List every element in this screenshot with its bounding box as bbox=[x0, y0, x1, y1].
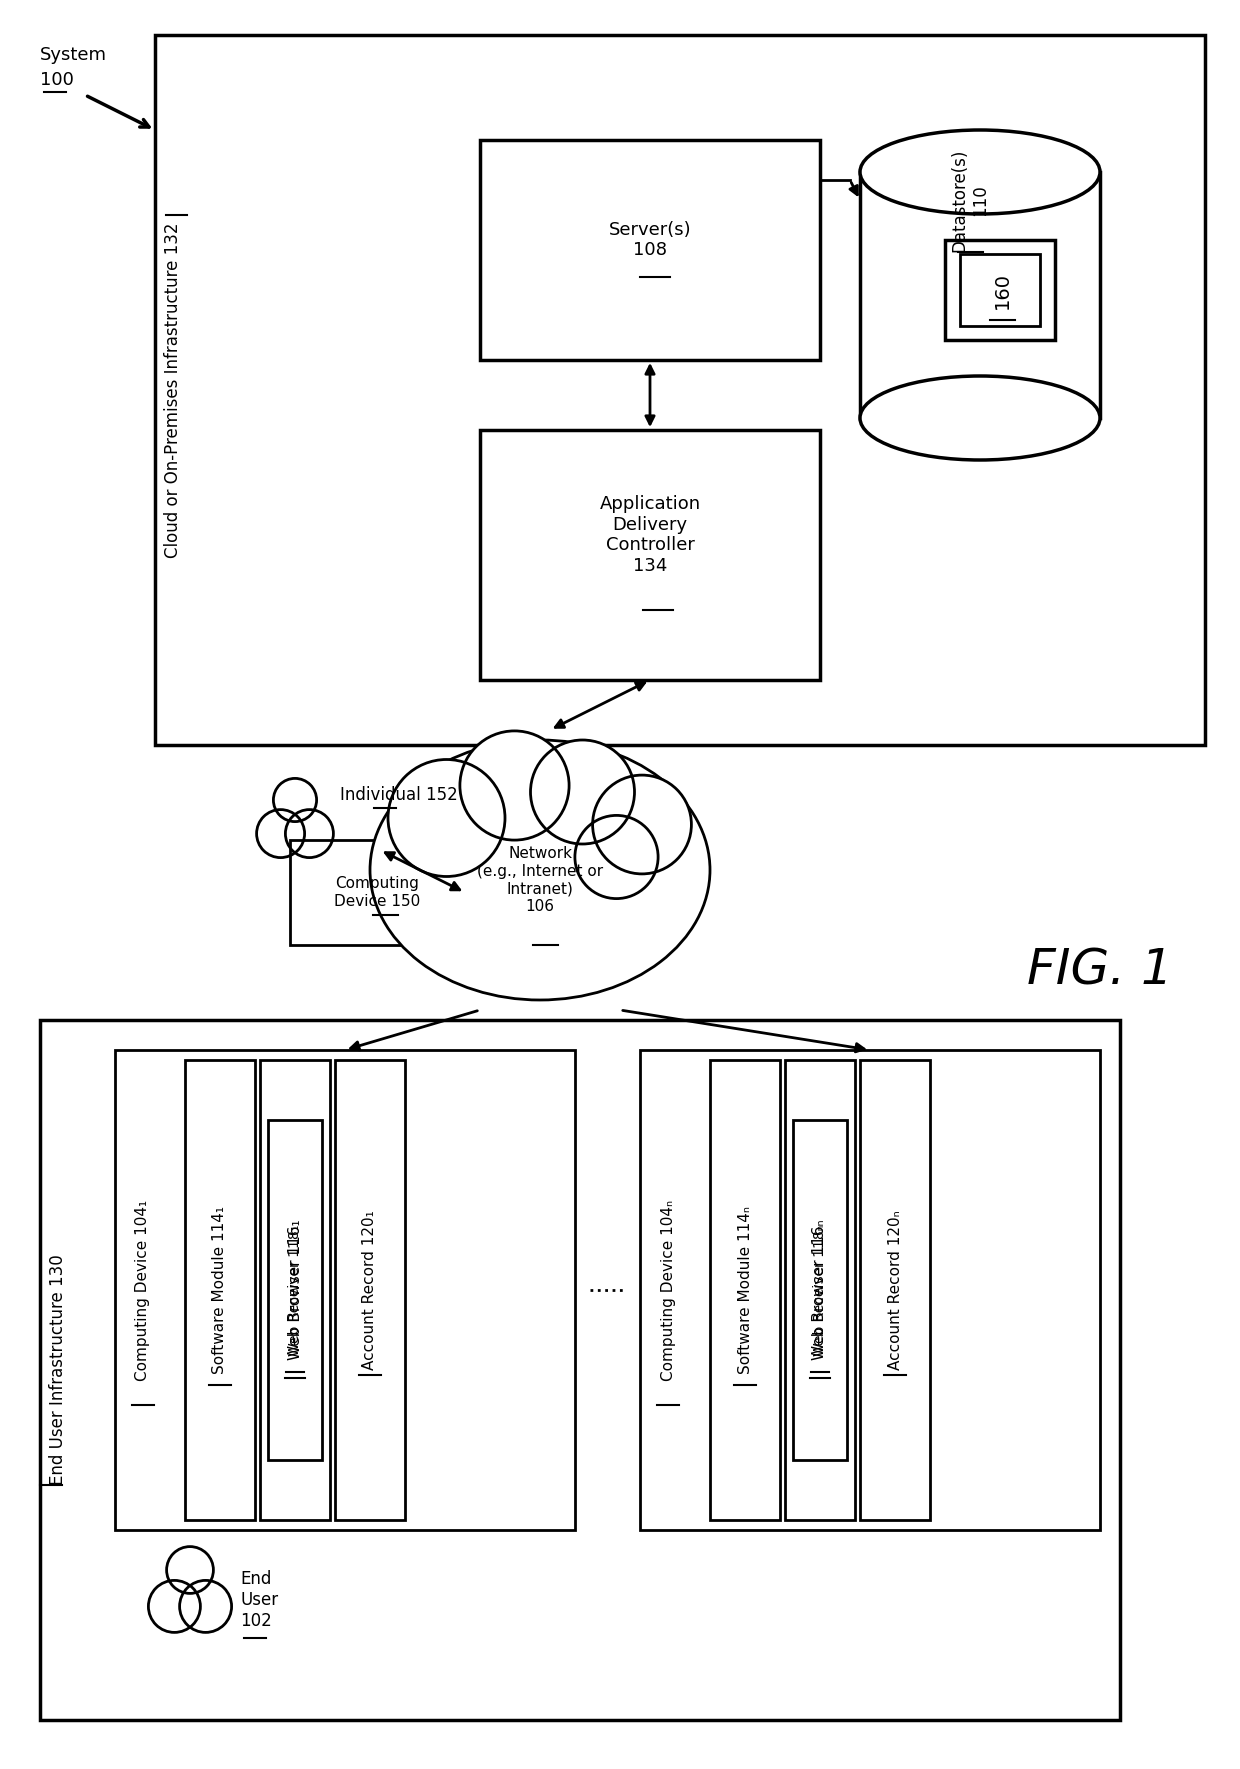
Text: End User Infrastructure 130: End User Infrastructure 130 bbox=[50, 1254, 67, 1486]
Bar bbox=[785, 1060, 856, 1520]
Text: Computing Device 104ₙ: Computing Device 104ₙ bbox=[661, 1199, 676, 1380]
Bar bbox=[260, 1060, 330, 1520]
Ellipse shape bbox=[370, 739, 711, 999]
Text: Account Record 120ₙ: Account Record 120ₙ bbox=[888, 1210, 903, 1369]
Text: Network
(e.g., Internet or
Intranet)
106: Network (e.g., Internet or Intranet) 106 bbox=[477, 846, 603, 913]
Text: Datastore(s)
110: Datastore(s) 110 bbox=[951, 149, 990, 251]
Text: End
User
102: End User 102 bbox=[241, 1571, 278, 1629]
Bar bbox=[480, 140, 820, 361]
Circle shape bbox=[460, 731, 569, 840]
Text: Application
Delivery
Controller
134: Application Delivery Controller 134 bbox=[599, 495, 701, 575]
Bar bbox=[794, 1120, 847, 1459]
Text: FIG. 1: FIG. 1 bbox=[1027, 946, 1173, 994]
Text: Web Browser 116ₙ: Web Browser 116ₙ bbox=[812, 1219, 827, 1360]
Ellipse shape bbox=[861, 377, 1100, 460]
Text: Cloud or On-Premises Infrastructure 132: Cloud or On-Premises Infrastructure 132 bbox=[164, 223, 182, 557]
Circle shape bbox=[593, 775, 692, 874]
Text: Computing Device 104₁: Computing Device 104₁ bbox=[135, 1199, 150, 1380]
Text: Individual 152: Individual 152 bbox=[340, 785, 458, 803]
Text: Software Module 114ₙ: Software Module 114ₙ bbox=[738, 1206, 753, 1375]
Bar bbox=[640, 1051, 1100, 1530]
Text: 100: 100 bbox=[40, 71, 74, 88]
Bar bbox=[945, 241, 1055, 340]
Bar bbox=[40, 1021, 1120, 1719]
Circle shape bbox=[388, 759, 505, 876]
Bar bbox=[480, 430, 820, 679]
Circle shape bbox=[531, 739, 635, 844]
Bar bbox=[268, 1120, 322, 1459]
Text: Computing
Device 150: Computing Device 150 bbox=[335, 876, 420, 909]
Bar bbox=[115, 1051, 575, 1530]
Bar bbox=[960, 255, 1040, 325]
Bar bbox=[155, 35, 1205, 745]
Circle shape bbox=[575, 816, 658, 899]
Bar bbox=[290, 840, 465, 945]
Text: Web Receiver 118ₙ: Web Receiver 118ₙ bbox=[813, 1224, 827, 1355]
Text: Web Receiver 118₁: Web Receiver 118₁ bbox=[288, 1224, 303, 1355]
Bar bbox=[185, 1060, 255, 1520]
Text: Software Module 114₁: Software Module 114₁ bbox=[212, 1206, 227, 1375]
Text: Server(s)
108: Server(s) 108 bbox=[609, 221, 692, 260]
Text: Account Record 120₁: Account Record 120₁ bbox=[362, 1210, 377, 1369]
Text: System: System bbox=[40, 46, 107, 64]
Ellipse shape bbox=[861, 129, 1100, 214]
Bar bbox=[861, 1060, 930, 1520]
Text: 160: 160 bbox=[992, 271, 1012, 308]
Bar bbox=[711, 1060, 780, 1520]
Bar bbox=[861, 172, 1100, 417]
Text: Web Browser 116₁: Web Browser 116₁ bbox=[288, 1219, 303, 1360]
Bar bbox=[335, 1060, 405, 1520]
